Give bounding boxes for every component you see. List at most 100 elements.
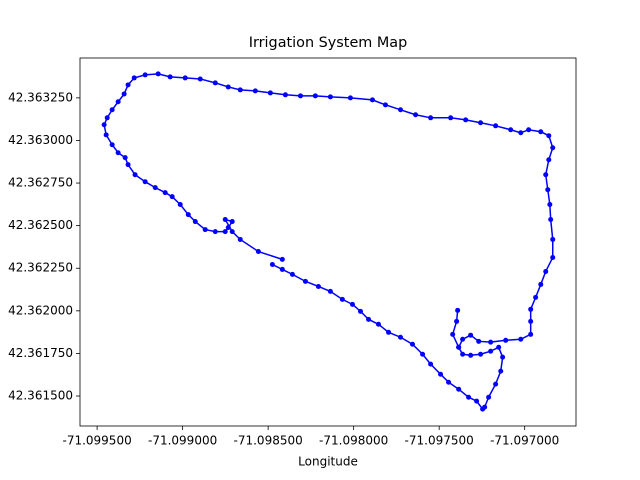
marker bbox=[474, 398, 480, 404]
marker bbox=[548, 217, 554, 223]
marker bbox=[212, 80, 218, 86]
marker bbox=[528, 306, 534, 312]
y-tick-label: 42.363000 bbox=[8, 133, 73, 147]
marker bbox=[493, 123, 499, 129]
marker bbox=[533, 294, 539, 300]
marker bbox=[327, 94, 333, 100]
marker bbox=[488, 348, 494, 354]
marker bbox=[420, 351, 426, 357]
marker bbox=[398, 334, 404, 340]
marker bbox=[289, 271, 295, 277]
marker bbox=[104, 115, 110, 121]
marker bbox=[480, 406, 486, 412]
marker bbox=[349, 301, 355, 307]
marker bbox=[448, 115, 454, 121]
marker bbox=[518, 336, 524, 342]
marker bbox=[357, 308, 363, 314]
marker bbox=[192, 219, 198, 225]
marker bbox=[538, 129, 544, 135]
marker bbox=[545, 187, 551, 193]
marker bbox=[229, 229, 235, 235]
marker bbox=[115, 99, 121, 105]
x-tick-label: -71.097500 bbox=[405, 434, 474, 448]
marker bbox=[142, 72, 148, 78]
marker bbox=[468, 352, 474, 358]
y-tick-label: 42.362500 bbox=[8, 218, 73, 232]
y-tick-label: 42.362000 bbox=[8, 303, 73, 317]
marker bbox=[169, 194, 175, 200]
marker bbox=[398, 107, 404, 113]
marker bbox=[478, 351, 484, 357]
marker bbox=[466, 394, 472, 400]
marker bbox=[409, 341, 415, 347]
marker bbox=[518, 130, 524, 136]
marker bbox=[197, 76, 203, 82]
marker bbox=[543, 268, 549, 274]
marker bbox=[369, 97, 375, 103]
y-tick-label: 42.363250 bbox=[8, 90, 73, 104]
marker bbox=[131, 75, 137, 81]
marker bbox=[103, 132, 109, 138]
marker bbox=[177, 202, 183, 208]
marker bbox=[550, 145, 556, 151]
marker bbox=[528, 318, 534, 324]
marker bbox=[476, 338, 482, 344]
marker bbox=[339, 296, 345, 302]
marker bbox=[454, 318, 460, 324]
marker bbox=[109, 142, 115, 148]
marker bbox=[543, 172, 549, 178]
marker bbox=[225, 84, 231, 90]
marker bbox=[252, 88, 258, 94]
marker bbox=[125, 82, 131, 88]
marker bbox=[237, 236, 243, 242]
marker bbox=[282, 92, 288, 98]
y-tick-label: 42.361500 bbox=[8, 389, 73, 403]
marker bbox=[460, 351, 466, 357]
x-tick-label: -71.098500 bbox=[234, 434, 303, 448]
marker bbox=[538, 281, 544, 287]
x-tick-label: -71.098000 bbox=[319, 434, 388, 448]
marker bbox=[132, 172, 138, 178]
marker bbox=[222, 229, 228, 235]
marker bbox=[496, 344, 502, 350]
marker bbox=[382, 102, 388, 108]
marker bbox=[486, 394, 492, 400]
marker bbox=[279, 256, 285, 262]
marker bbox=[202, 227, 208, 233]
marker bbox=[428, 115, 434, 121]
marker bbox=[508, 127, 514, 133]
marker bbox=[222, 217, 228, 223]
marker bbox=[438, 371, 444, 377]
marker bbox=[493, 381, 499, 387]
marker bbox=[413, 112, 419, 118]
marker bbox=[101, 122, 107, 128]
marker bbox=[366, 316, 372, 322]
marker bbox=[315, 283, 321, 289]
marker bbox=[375, 321, 381, 327]
marker bbox=[456, 386, 462, 392]
marker bbox=[302, 278, 308, 284]
marker bbox=[550, 255, 556, 261]
marker bbox=[279, 266, 285, 272]
marker bbox=[152, 185, 158, 191]
marker bbox=[182, 75, 188, 81]
marker bbox=[456, 344, 462, 350]
marker bbox=[327, 288, 333, 294]
y-tick-label: 42.361750 bbox=[8, 346, 73, 360]
marker bbox=[460, 336, 466, 342]
marker bbox=[142, 179, 148, 185]
marker bbox=[225, 225, 231, 231]
x-tick-label: -71.097000 bbox=[490, 434, 559, 448]
y-tick-label: 42.362750 bbox=[8, 176, 73, 190]
marker bbox=[450, 331, 456, 337]
x-tick-label: -71.099500 bbox=[62, 434, 131, 448]
marker bbox=[478, 120, 484, 126]
x-axis-label: Longitude bbox=[298, 455, 358, 469]
marker bbox=[503, 337, 509, 343]
marker bbox=[237, 87, 243, 93]
line bbox=[103, 73, 554, 411]
marker bbox=[546, 157, 552, 163]
